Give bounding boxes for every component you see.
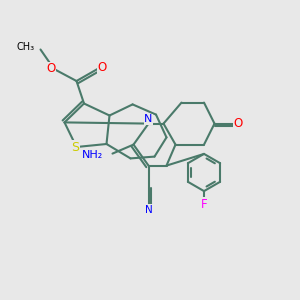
Text: O: O (98, 61, 106, 74)
Text: N: N (144, 114, 153, 124)
Text: F: F (201, 197, 208, 211)
Text: O: O (233, 117, 242, 130)
Text: NH₂: NH₂ (82, 150, 103, 160)
Text: N: N (145, 205, 152, 215)
Text: S: S (71, 141, 79, 154)
Text: CH₃: CH₃ (16, 41, 34, 52)
Text: O: O (46, 62, 56, 76)
